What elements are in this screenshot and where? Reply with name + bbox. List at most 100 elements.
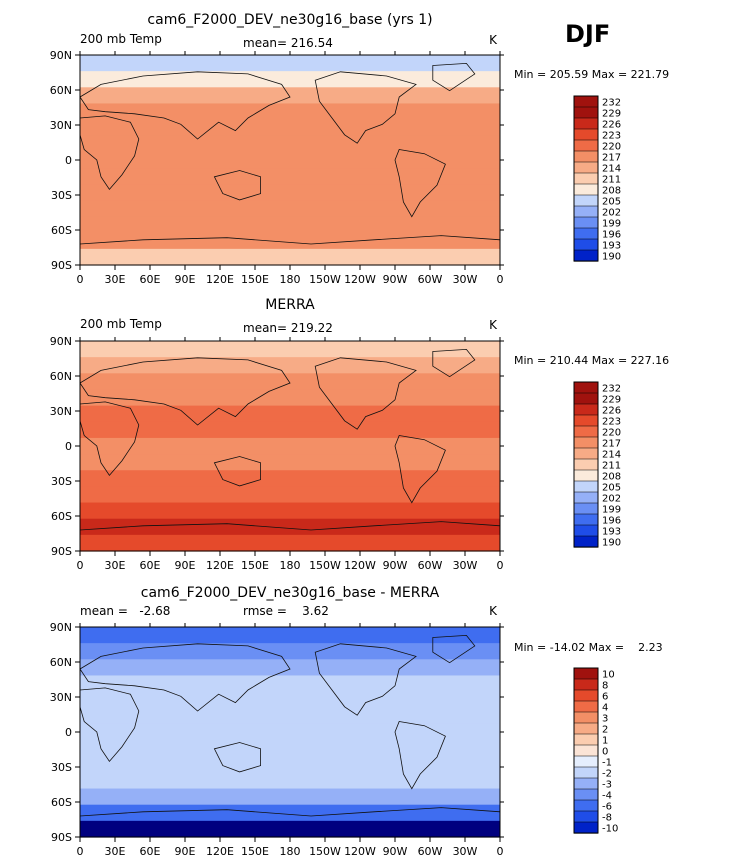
colorbar-swatch [573,744,599,757]
x-tick-label: 0 [497,559,504,572]
colorbar-label: 211 [602,175,621,186]
latitude-band [80,119,500,137]
colorbar-label: 223 [602,131,621,142]
latitude-band [80,405,500,423]
colorbar-swatch [573,700,599,713]
y-tick-label: 0 [65,154,72,167]
panel-stats: Min = 205.59 Max = 221.79 [514,68,669,81]
x-tick-label: 60W [418,559,443,572]
colorbar-label: 226 [602,120,621,131]
colorbar-frame [573,381,599,548]
panel-left-label: 200 mb Temp [80,317,162,331]
latitude-band [80,723,500,741]
panel-stats: Min = 210.44 Max = 227.16 [514,354,669,367]
colorbar-label: 220 [602,428,621,439]
coastline [213,170,262,201]
colorbar-swatch [573,480,599,493]
colorbar-swatch [573,216,599,229]
map-area [79,341,501,552]
latitude-band [80,216,500,234]
y-tick-label: 60N [50,370,72,383]
map-axes: 0 30E 60E 90E 120E 150E 180 150W 120W 90W 60W 30W 09… [50,621,504,858]
colorbar-label: 190 [602,252,621,263]
colorbar-label: 223 [602,417,621,428]
x-tick-label: 120W [344,845,376,858]
y-tick-label: 30S [51,475,72,488]
panel-title: cam6_F2000_DEV_ne30g16_base (yrs 1) [147,12,432,28]
colorbar-swatch [573,238,599,251]
latitude-band [80,788,500,806]
x-tick-label: 90W [383,559,408,572]
colorbar-label: -4 [602,791,612,802]
latitude-band [80,357,500,374]
colorbar-swatch [573,414,599,427]
colorbar-swatch [573,722,599,735]
panel-left-label: 200 mb Temp [80,32,162,46]
latitude-band [80,232,500,250]
latitude-band [80,804,500,822]
colorbar-swatch [573,469,599,482]
panel-title: MERRA [265,297,315,313]
colorbar-swatch [573,392,599,405]
latitude-band [80,643,500,660]
panel-mean-label: mean= 216.54 [243,36,333,50]
x-tick-label: 90W [383,845,408,858]
x-tick-label: 0 [77,845,84,858]
colorbar-swatch [573,777,599,790]
coastline [79,115,140,191]
latitude-band [80,421,500,439]
colorbar-label: 229 [602,109,621,120]
colorbar-swatch [573,821,599,834]
colorbar-swatch [573,436,599,449]
latitude-band [80,389,500,407]
x-tick-label: 120W [344,559,376,572]
colorbar: 2322292262232202172142112082052021991961… [573,381,621,549]
colorbar-label: 3 [602,714,608,725]
map-axes: 0 30E 60E 90E 120E 150E 180 150W 120W 90W 60W 30W 09… [50,335,504,572]
colorbar-swatch [573,678,599,691]
panel-stats: Min = -14.02 Max = 2.23 [514,641,663,654]
colorbar-swatch [573,205,599,218]
colorbar-swatch [573,513,599,526]
colorbar-label: 190 [602,538,621,549]
colorbar-label: 229 [602,395,621,406]
y-tick-label: 30S [51,761,72,774]
latitude-band [80,103,500,121]
coastline [314,357,417,430]
colorbar-swatch [573,766,599,779]
y-tick-label: 90S [51,259,72,272]
colorbar-label: 199 [602,505,621,516]
panel-model: cam6_F2000_DEV_ne30g16_base (yrs 1) 200 … [50,12,669,286]
colorbar-swatch [573,249,599,262]
colorbar-label: 217 [602,153,621,164]
colorbar-swatch [573,139,599,152]
y-tick-label: 90N [50,49,72,62]
latitude-band [80,691,500,709]
colorbar-swatch [573,403,599,416]
colorbar-swatch [573,535,599,548]
colorbar-swatch [573,711,599,724]
latitude-band [80,135,500,153]
coastline [432,634,476,664]
x-tick-label: 150E [241,845,269,858]
y-tick-label: 90S [51,545,72,558]
colorbar-swatch [573,447,599,460]
colorbar-swatch [573,381,599,394]
colorbar-label: 202 [602,208,621,219]
colorbar-swatch [573,128,599,141]
latitude-band [80,373,500,391]
colorbar-swatch [573,194,599,207]
colorbar-label: 202 [602,494,621,505]
coastline [432,62,476,92]
colorbar-swatch [573,502,599,515]
x-tick-label: 120E [206,559,234,572]
colorbar-label: -10 [602,824,618,835]
y-tick-label: 30N [50,405,72,418]
latitude-band [80,772,500,790]
x-tick-label: 0 [77,559,84,572]
colorbar-label: 4 [602,703,608,714]
latitude-band [80,502,500,520]
colorbar-label: -8 [602,813,612,824]
coastline [213,742,262,773]
x-tick-label: 150W [309,845,341,858]
